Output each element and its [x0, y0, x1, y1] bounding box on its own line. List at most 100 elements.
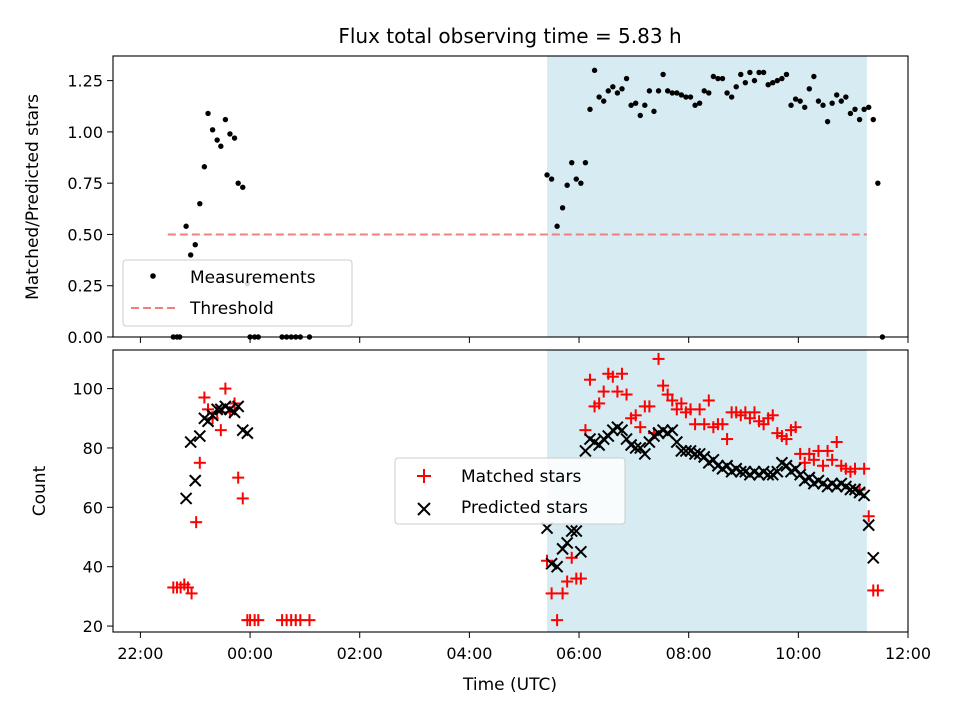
legend-measurements-marker	[150, 273, 156, 279]
matched-star-point	[698, 418, 711, 431]
x-axis-label: Time (UTC)	[462, 675, 557, 695]
predicted-star-point	[615, 423, 629, 437]
measurement-point	[792, 96, 799, 102]
matched-star-point	[185, 587, 198, 600]
matched-star-point	[574, 572, 587, 585]
top-y-ticks: 0.00 0.25 0.50 0.75 1.00 1.25	[67, 72, 113, 347]
top-y-axis-label: Matched/Predicted stars	[23, 94, 43, 300]
matched-star-point	[584, 373, 596, 386]
matched-star-point	[303, 614, 316, 627]
measurement-point	[774, 77, 781, 84]
measurement-point	[733, 84, 739, 90]
measurement-point	[591, 67, 598, 74]
measurement-point	[187, 252, 194, 258]
measurement-point	[802, 104, 808, 110]
matched-star-point	[666, 394, 679, 407]
measurement-point	[183, 223, 189, 229]
matched-star-point	[611, 385, 624, 398]
measurement-point	[655, 88, 662, 94]
matched-star-point	[652, 352, 665, 365]
measurement-point	[797, 98, 803, 104]
predicted-star-point	[679, 444, 693, 458]
measurement-point	[197, 200, 203, 207]
measurement-point	[192, 242, 198, 248]
predicted-star-point	[734, 465, 747, 478]
predicted-star-point	[574, 545, 588, 559]
top-x-ticks	[139, 337, 909, 343]
measurement-point	[820, 102, 826, 108]
measurement-point	[578, 180, 584, 186]
matched-star-point	[615, 367, 628, 380]
measurement-point	[843, 94, 849, 100]
matched-star-point	[766, 409, 779, 422]
measurement-point	[614, 90, 621, 96]
matched-star-point	[232, 471, 245, 484]
matched-star-point	[821, 444, 834, 457]
measurement-point	[632, 100, 639, 106]
predicted-star-point	[228, 406, 241, 419]
measurement-point	[610, 84, 616, 90]
measurement-point	[852, 106, 858, 113]
measurement-point	[783, 71, 790, 78]
measurement-point	[601, 98, 607, 104]
x-tick-label: 04:00	[446, 644, 492, 663]
matched-star-point	[643, 400, 656, 413]
measurement-point	[760, 69, 767, 76]
measurement-point	[829, 100, 835, 106]
matched-star-point	[634, 421, 647, 434]
measurement-point	[724, 90, 730, 96]
predicted-star-point	[241, 426, 254, 440]
legend-threshold-label: Threshold	[189, 299, 274, 319]
measurement-point	[201, 164, 208, 170]
measurement-point	[696, 100, 703, 106]
measurement-point	[806, 86, 813, 92]
measurement-point	[788, 102, 794, 108]
predicted-star-point	[761, 468, 775, 481]
legend-predicted-marker	[417, 502, 431, 516]
matched-star-point	[198, 391, 211, 404]
measurement-point	[660, 71, 666, 78]
x-tick-label: 02:00	[337, 644, 383, 663]
matched-star-point	[780, 433, 793, 446]
matched-star-point	[606, 370, 619, 383]
matched-star-point	[657, 379, 670, 392]
legend-matched-marker	[417, 469, 431, 483]
matched-star-point	[190, 516, 203, 529]
bottom-y-ticks: 20 40 60 80 100	[72, 380, 113, 636]
predicted-star-point	[857, 489, 871, 502]
bottom-legend: Matched stars Predicted stars	[394, 457, 626, 525]
top-y-tick-label: 1.00	[67, 123, 103, 142]
measurement-point	[564, 182, 570, 188]
measurement-point	[847, 110, 854, 117]
measurement-point	[779, 75, 785, 82]
predicted-star-point	[675, 444, 688, 458]
measurement-point	[559, 205, 566, 211]
matched-star-point	[252, 614, 265, 627]
matched-star-point	[219, 382, 232, 395]
matched-star-point	[721, 433, 734, 446]
measurement-point	[834, 92, 840, 98]
matched-star-point	[593, 397, 606, 410]
measurement-point	[751, 77, 758, 84]
top-y-tick-label: 1.25	[67, 72, 103, 91]
predicted-star-point	[666, 423, 679, 437]
bottom-x-ticks: 22:00 00:00 02:00 04:00 06:00 08:00 10:00 12:00	[117, 632, 931, 663]
matched-star-point	[716, 418, 729, 431]
matched-star-point	[193, 456, 206, 469]
top-shaded-region	[547, 56, 867, 337]
top-legend: Measurements Threshold	[122, 259, 353, 327]
matched-star-point	[817, 459, 830, 472]
predicted-star-point	[570, 524, 583, 538]
bottom-y-tick-label: 60	[83, 498, 103, 517]
measurement-point	[856, 116, 863, 123]
predicted-star-point	[189, 474, 202, 487]
measurement-point	[544, 172, 550, 178]
bottom-legend-box	[394, 457, 626, 525]
bottom-y-tick-label: 20	[83, 617, 103, 636]
measurement-point	[619, 86, 625, 92]
measurement-point	[824, 118, 831, 125]
top-panel: 0.00 0.25 0.50 0.75 1.00 1.25 Matched/Predict…	[23, 55, 909, 347]
matched-star-point	[862, 510, 875, 523]
matched-star-point	[620, 388, 633, 401]
